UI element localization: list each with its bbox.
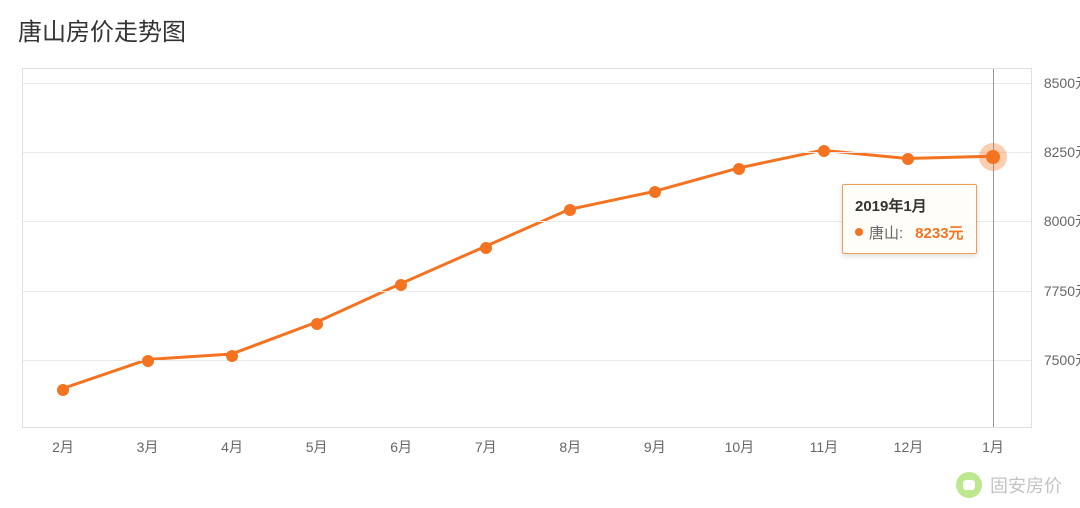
x-axis-label: 6月	[390, 437, 412, 457]
grid-line	[23, 360, 1031, 361]
tooltip-dot-icon	[855, 228, 863, 236]
y-axis-label: 8250元	[1044, 142, 1080, 162]
grid-line	[23, 152, 1031, 153]
x-axis-label: 11月	[810, 437, 839, 457]
tooltip: 2019年1月 唐山: 8233元	[842, 184, 977, 254]
tooltip-row: 唐山: 8233元	[855, 222, 964, 243]
x-axis-label: 9月	[644, 437, 666, 457]
data-point[interactable]	[142, 355, 154, 367]
y-axis-label: 8000元	[1044, 211, 1080, 231]
y-axis-label: 7500元	[1044, 350, 1080, 370]
data-point[interactable]	[226, 350, 238, 362]
data-point[interactable]	[818, 145, 830, 157]
data-point[interactable]	[311, 318, 323, 330]
x-axis-label: 8月	[559, 437, 581, 457]
x-axis-label: 2月	[52, 437, 74, 457]
grid-line	[23, 291, 1031, 292]
x-axis-label: 4月	[221, 437, 243, 457]
data-point[interactable]	[395, 279, 407, 291]
y-axis-label: 8500元	[1044, 73, 1080, 93]
x-axis-label: 7月	[475, 437, 497, 457]
x-axis-label: 5月	[306, 437, 328, 457]
chart-container: 唐山房价走势图 7500元 7750元 8000元 8250元 8500元 2月 3月 4月 5…	[0, 0, 1080, 508]
tooltip-date: 2019年1月	[855, 195, 964, 216]
data-point[interactable]	[902, 153, 914, 165]
x-axis-label: 3月	[137, 437, 159, 457]
data-point[interactable]	[57, 384, 69, 396]
x-axis-label: 12月	[894, 437, 924, 457]
watermark: 固安房价	[956, 472, 1062, 498]
tooltip-value: 8233元	[915, 222, 963, 243]
data-point[interactable]	[733, 163, 745, 175]
chart-title: 唐山房价走势图	[0, 0, 1080, 47]
data-point[interactable]	[480, 242, 492, 254]
y-axis-label: 7750元	[1044, 281, 1080, 301]
data-point[interactable]	[649, 186, 661, 198]
x-axis-label: 10月	[725, 437, 755, 457]
highlight-vline	[993, 69, 994, 427]
x-axis-label: 1月	[982, 437, 1004, 457]
watermark-text: 固安房价	[990, 472, 1062, 498]
data-point[interactable]	[564, 204, 576, 216]
wechat-icon	[956, 472, 982, 498]
tooltip-series-name: 唐山:	[869, 222, 903, 243]
data-point[interactable]	[986, 150, 1000, 164]
grid-line	[23, 83, 1031, 84]
